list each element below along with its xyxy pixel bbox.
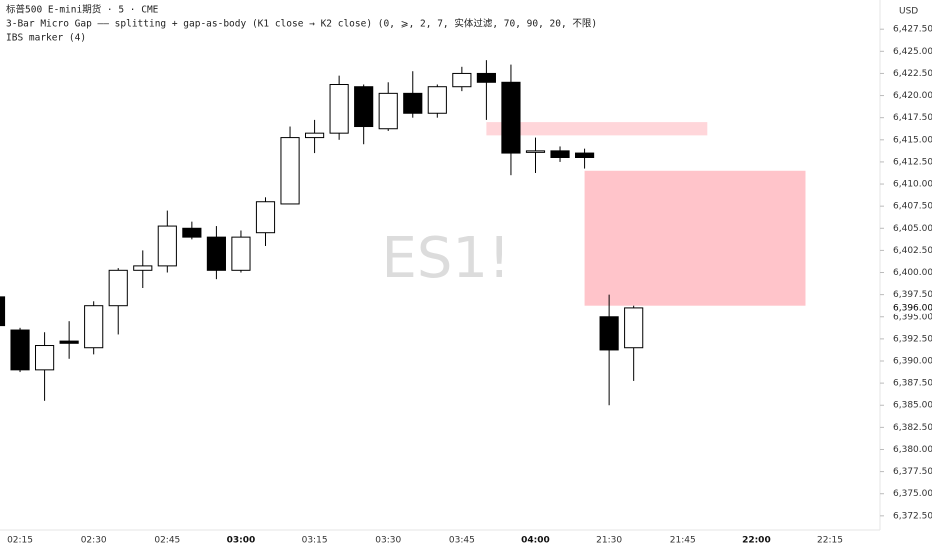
y-tick-label: 6,412.50: [893, 157, 932, 167]
x-tick-label: 22:00: [742, 536, 771, 546]
candle-body: [0, 296, 6, 327]
candle-body: [231, 236, 251, 271]
candle-body: [108, 269, 128, 307]
y-tick-label: 6,377.50: [893, 467, 932, 477]
gap-zone: [584, 170, 806, 306]
y-tick-label: 6,407.50: [893, 202, 932, 212]
candle-body: [133, 265, 153, 271]
y-tick-label: 6,395.00: [893, 312, 932, 322]
candle-body: [59, 340, 79, 344]
x-tick-label: 03:15: [302, 536, 328, 546]
y-tick-label: 6,427.50: [893, 25, 932, 35]
y-tick-label: 6,397.50: [893, 290, 932, 300]
candle-body: [574, 152, 595, 158]
candle-body: [624, 307, 644, 349]
y-tick-label: 6,420.00: [893, 91, 932, 101]
candle-body: [550, 150, 570, 158]
y-tick-label: 6,380.00: [893, 445, 932, 455]
candle-body: [452, 72, 472, 88]
candle-body: [599, 316, 619, 351]
candle-body: [280, 137, 300, 205]
candle-body: [378, 92, 398, 130]
x-tick-label: 02:45: [154, 536, 180, 546]
y-tick-label: 6,387.50: [893, 379, 932, 389]
candle-body: [182, 227, 202, 238]
gap-zone: [486, 122, 708, 136]
y-tick-label: 6,392.50: [893, 334, 932, 344]
x-tick-label: 21:45: [670, 536, 696, 546]
last-price-box: [886, 301, 930, 314]
x-tick-label: 03:30: [375, 536, 401, 546]
y-tick-label: 6,405.00: [893, 224, 932, 234]
candle-body: [427, 86, 447, 114]
candle-body: [157, 225, 177, 267]
y-tick-label: 6,372.50: [893, 511, 932, 521]
y-tick-label: 6,410.00: [893, 180, 932, 190]
currency-label: USD: [899, 7, 918, 17]
indicator-label: 3-Bar Micro Gap —— splitting + gap-as-bo…: [6, 18, 597, 30]
candle-body: [84, 305, 104, 349]
candle-body: [305, 132, 325, 139]
candle-body: [255, 201, 276, 234]
candle-body: [501, 81, 521, 154]
x-tick-label: 04:00: [521, 536, 550, 546]
y-tick-label: 6,425.00: [893, 47, 932, 57]
x-tick-label: 21:30: [596, 536, 622, 546]
candle-body: [525, 150, 546, 153]
y-tick-label: 6,385.00: [893, 401, 932, 411]
indicator-label: IBS marker (4): [6, 33, 86, 44]
candle-body: [10, 329, 30, 371]
candle-body: [354, 86, 374, 128]
chart-title: 标普500 E-mini期货 · 5 · CME: [6, 4, 159, 16]
y-tick-label: 6,400.00: [893, 268, 932, 278]
candle-body: [476, 72, 496, 83]
y-tick-label: 6,417.50: [893, 113, 932, 123]
watermark: ES1!: [381, 226, 510, 291]
candle-body: [35, 345, 55, 371]
x-tick-label: 03:45: [449, 536, 475, 546]
y-tick-label: 6,375.00: [893, 489, 932, 499]
y-tick-label: 6,415.00: [893, 135, 932, 145]
x-tick-label: 03:00: [227, 536, 256, 546]
y-tick-label: 6,390.00: [893, 357, 932, 367]
candle-body: [403, 92, 423, 114]
x-tick-label: 02:15: [7, 536, 33, 546]
y-tick-label: 6,382.50: [893, 423, 932, 433]
y-tick-label: 6,422.50: [893, 69, 932, 79]
x-tick-label: 02:30: [81, 536, 107, 546]
candle-body: [329, 83, 349, 134]
candle-body: [206, 236, 226, 271]
last-price-label: 6,396.00: [893, 303, 932, 313]
x-tick-label: 22:15: [817, 536, 843, 546]
y-tick-label: 6,402.50: [893, 246, 932, 256]
